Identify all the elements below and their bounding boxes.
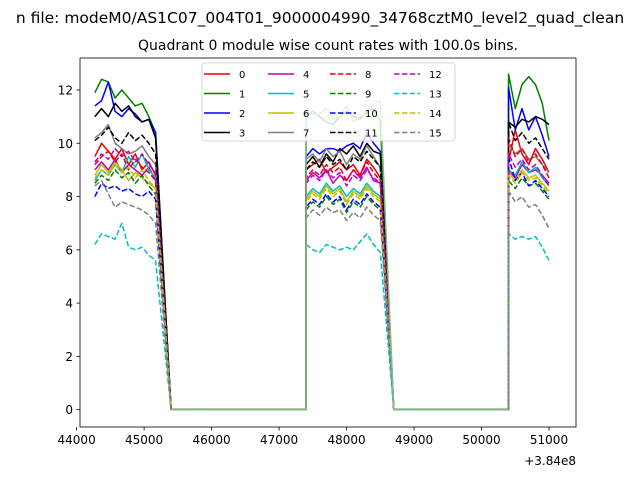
x-tick-label: 47000 — [260, 433, 298, 447]
series-line-6 — [94, 161, 550, 411]
axes: 44000 45000 46000 47000 48000 49000 50000 51000… — [58, 57, 577, 447]
series-line-14 — [94, 163, 550, 411]
series-line-13 — [94, 222, 550, 411]
legend-label-15: 15 — [429, 129, 442, 140]
x-tick-label: 48000 — [327, 433, 365, 447]
series-line-10 — [94, 155, 550, 411]
y-tick-label: 0 — [65, 403, 73, 417]
series-line-11 — [94, 121, 550, 411]
legend-label-13: 13 — [429, 90, 442, 101]
y-tick-label: 10 — [58, 137, 73, 151]
y-tick-label: 8 — [65, 190, 73, 204]
series-line-9 — [94, 169, 550, 411]
y-tick-label: 12 — [58, 83, 73, 97]
series-lines — [94, 73, 550, 411]
y-tick-label: 6 — [65, 243, 73, 257]
x-tick-label: 45000 — [125, 433, 163, 447]
series-line-3 — [94, 102, 550, 411]
figure-title: n file: modeM0/AS1C07_004T01_9000004990_… — [16, 9, 624, 28]
x-tick-label: 51000 — [530, 433, 568, 447]
series-line-7 — [94, 123, 550, 411]
legend-box — [201, 62, 456, 142]
x-tick-label: 44000 — [58, 433, 96, 447]
y-tick-label: 4 — [65, 297, 73, 311]
y-tick-label: 2 — [65, 350, 73, 364]
legend-label-10: 10 — [365, 109, 378, 120]
legend-label-7: 7 — [303, 129, 309, 140]
chart-title: Quadrant 0 module wise count rates with … — [138, 38, 518, 54]
x-axis-offset-label: +3.84e8 — [524, 454, 576, 468]
legend-label-0: 0 — [239, 70, 245, 81]
legend-label-3: 3 — [239, 129, 245, 140]
x-tick-label: 49000 — [395, 433, 433, 447]
legend-label-2: 2 — [239, 109, 245, 120]
legend-label-6: 6 — [303, 109, 309, 120]
legend-label-4: 4 — [303, 70, 309, 81]
legend-label-14: 14 — [429, 109, 442, 120]
legend-label-5: 5 — [303, 90, 309, 101]
axes-frame — [79, 57, 577, 428]
series-line-12 — [94, 147, 550, 411]
legend-label-11: 11 — [365, 129, 378, 140]
legend-label-9: 9 — [365, 90, 371, 101]
legend-label-1: 1 — [239, 90, 245, 101]
legend-label-8: 8 — [365, 70, 371, 81]
series-line-15 — [94, 179, 550, 411]
series-line-8 — [94, 137, 550, 411]
x-tick-label: 50000 — [462, 433, 500, 447]
legend-label-12: 12 — [429, 70, 442, 81]
x-tick-label: 46000 — [192, 433, 230, 447]
